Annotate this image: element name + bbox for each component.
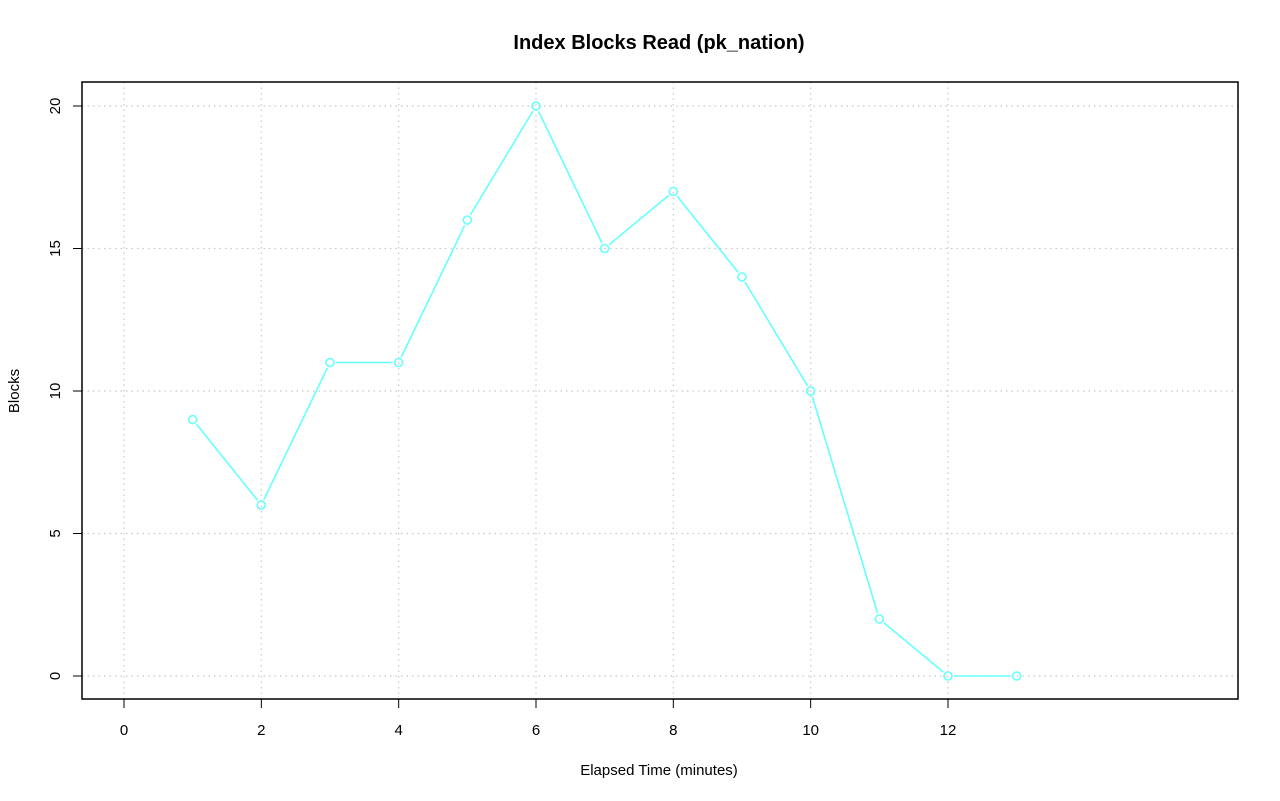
data-point bbox=[393, 357, 404, 368]
series-layer bbox=[187, 101, 1022, 681]
data-point bbox=[668, 186, 679, 197]
grid bbox=[82, 82, 1238, 699]
x-tick-label: 0 bbox=[120, 722, 128, 739]
series-line-segment bbox=[469, 110, 534, 216]
y-axis: 0 5 10 15 20 bbox=[47, 98, 83, 680]
x-tick-label: 2 bbox=[257, 722, 265, 739]
y-axis-label: Blocks bbox=[6, 369, 23, 413]
data-point bbox=[805, 386, 816, 396]
series-line-segment bbox=[811, 396, 879, 614]
series-line-segment bbox=[195, 423, 259, 501]
x-tick-label: 4 bbox=[394, 722, 402, 739]
data-point bbox=[599, 243, 610, 254]
y-tick-label: 10 bbox=[47, 383, 64, 400]
series-line-segment bbox=[400, 225, 466, 358]
series-line-segment bbox=[263, 367, 329, 500]
y-tick-label: 15 bbox=[47, 240, 64, 257]
chart-title: Index Blocks Read (pk_nation) bbox=[513, 32, 804, 54]
y-tick-label: 0 bbox=[47, 672, 64, 680]
data-point bbox=[325, 357, 335, 368]
series-line-segment bbox=[537, 111, 603, 244]
data-point bbox=[737, 272, 747, 282]
data-point bbox=[1011, 671, 1022, 681]
x-tick-label: 10 bbox=[802, 722, 819, 739]
x-tick-label: 6 bbox=[532, 722, 540, 739]
x-axis: 0 2 4 6 8 10 12 bbox=[120, 698, 957, 739]
y-tick-label: 5 bbox=[47, 529, 64, 537]
data-point bbox=[256, 500, 267, 510]
x-tick-label: 8 bbox=[669, 722, 677, 739]
data-point bbox=[187, 414, 198, 425]
y-tick-label: 20 bbox=[47, 98, 64, 115]
data-point bbox=[531, 101, 541, 111]
x-tick-label: 12 bbox=[940, 722, 957, 739]
series-line-segment bbox=[676, 195, 739, 273]
series-line-segment bbox=[744, 281, 809, 387]
data-point bbox=[943, 671, 953, 681]
data-point bbox=[462, 215, 473, 225]
data-point bbox=[874, 614, 885, 624]
series-line-segment bbox=[883, 622, 944, 673]
series-line-segment bbox=[608, 194, 670, 246]
x-axis-label: Elapsed Time (minutes) bbox=[580, 762, 738, 779]
